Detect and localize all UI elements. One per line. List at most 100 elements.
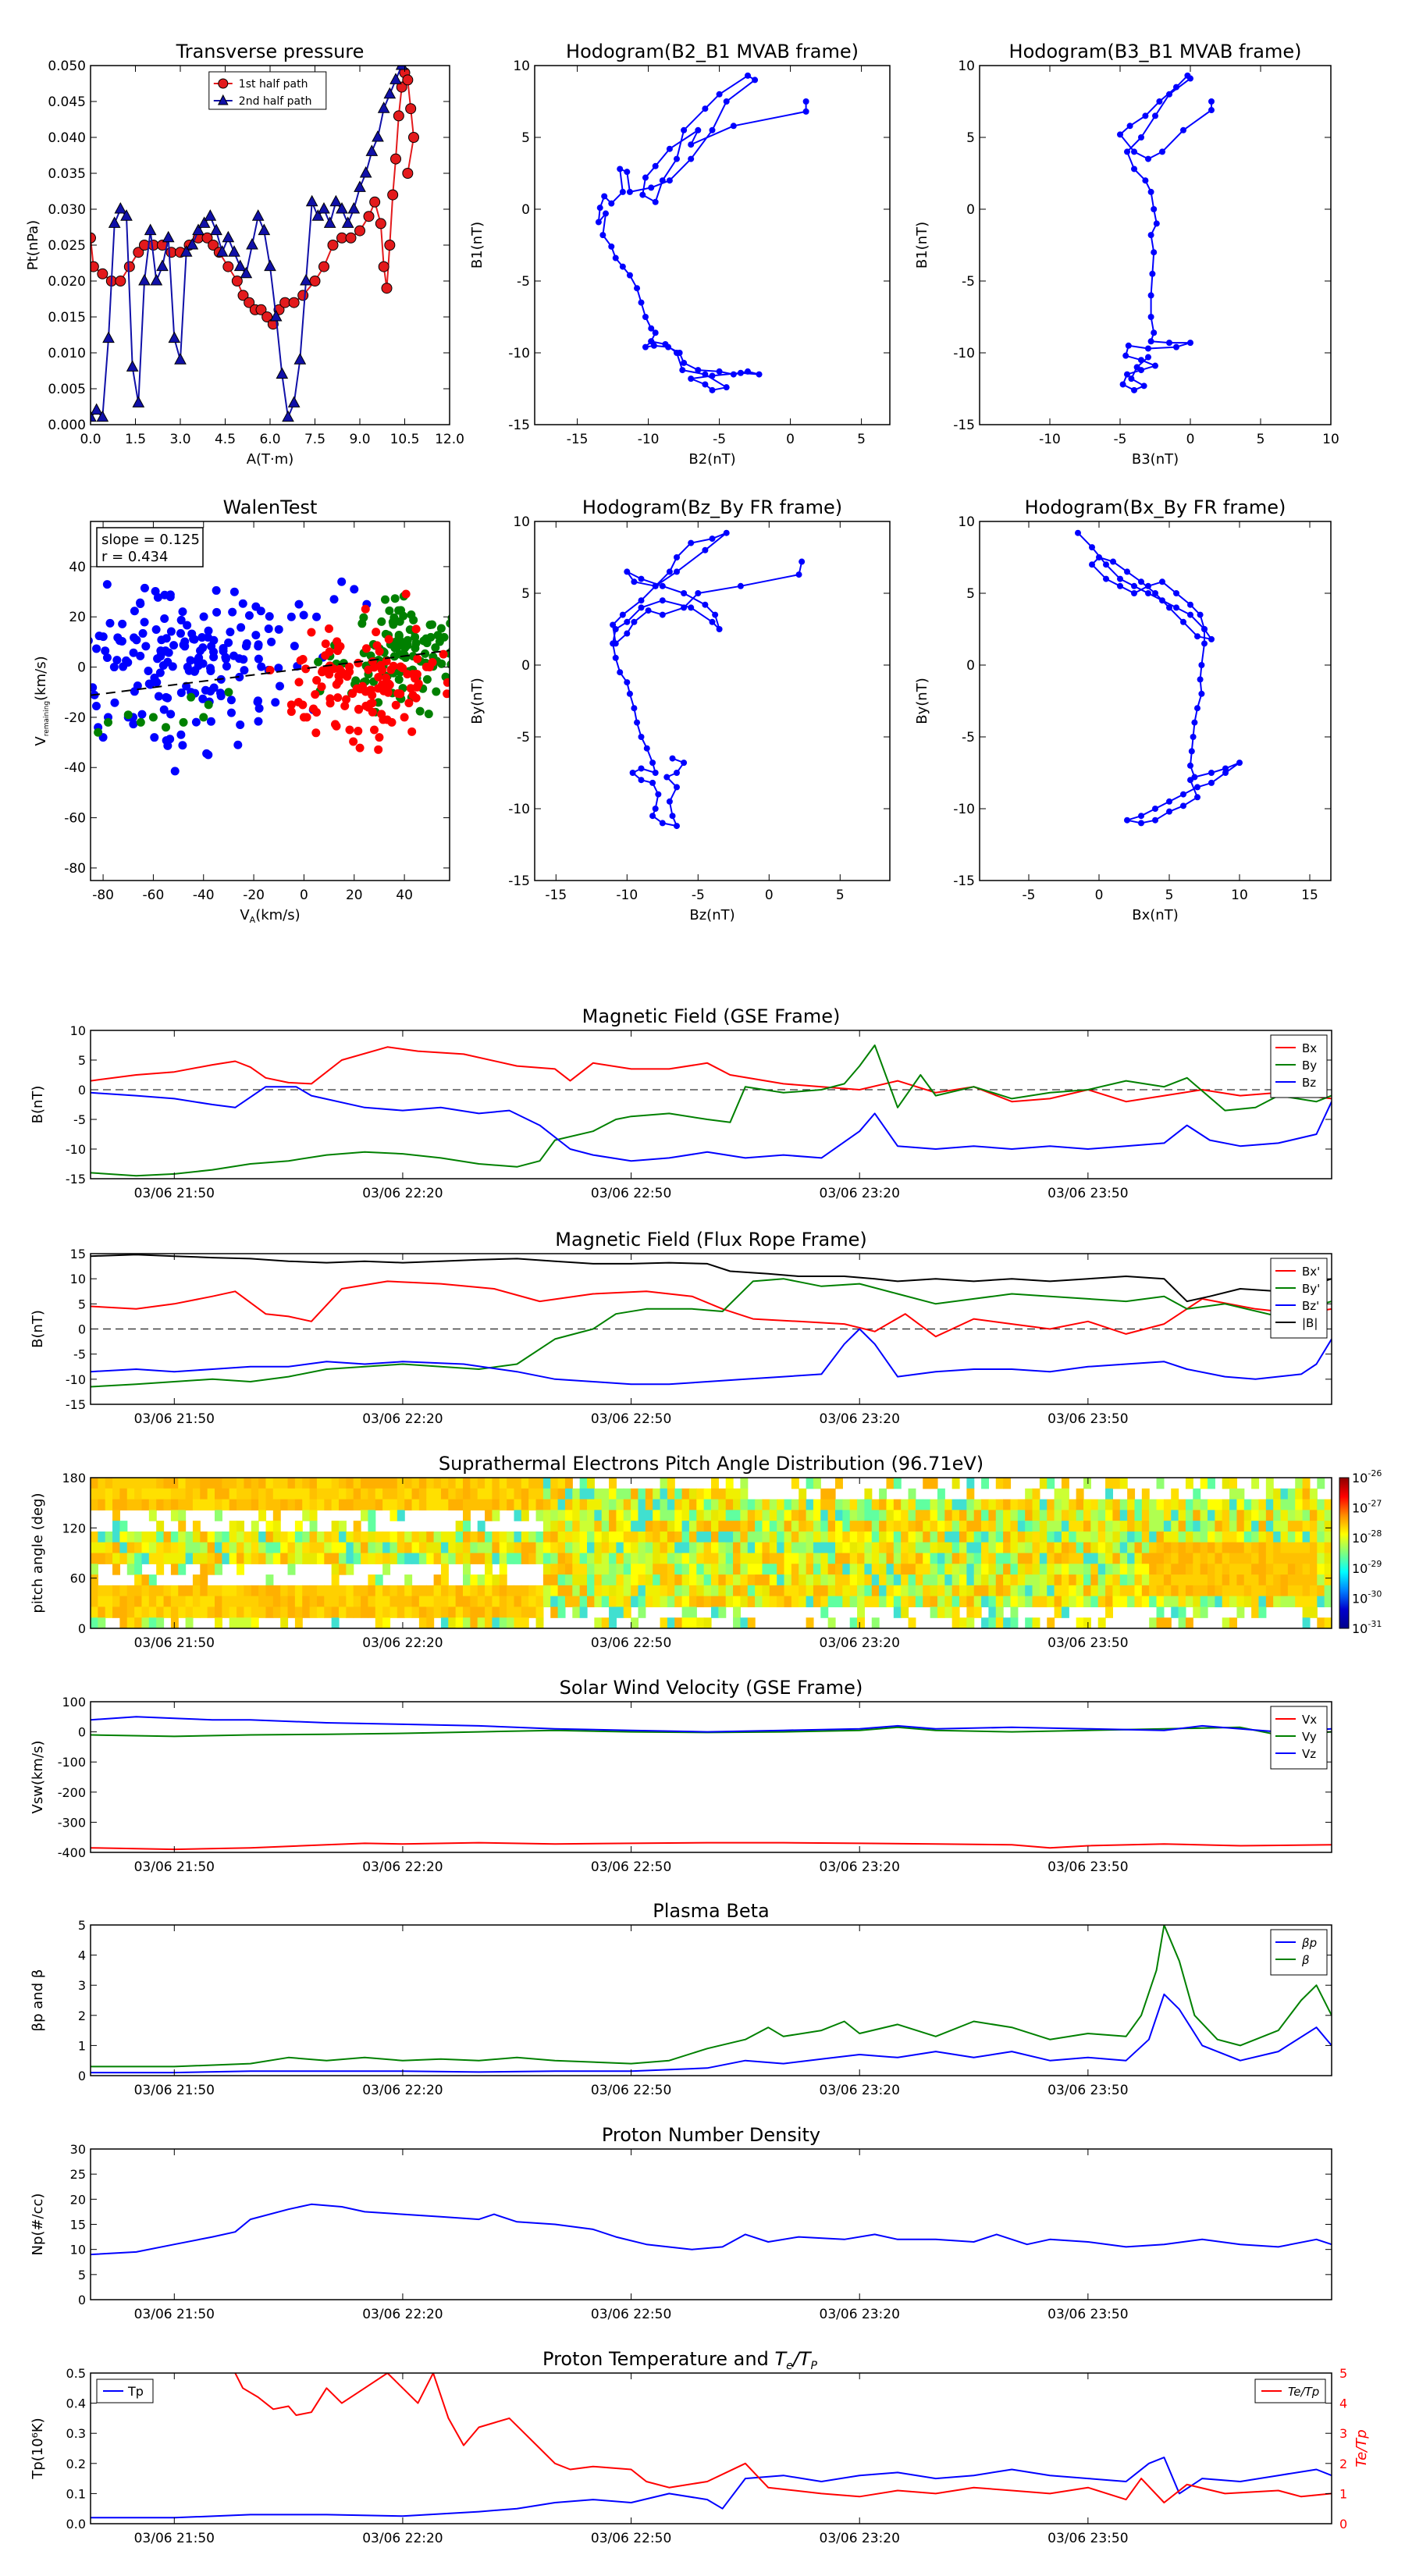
heatmap-cell <box>820 1488 829 1500</box>
heatmap-cell <box>1032 1542 1040 1554</box>
heatmap-cell <box>1010 1574 1019 1586</box>
data-point <box>723 529 730 536</box>
data-point <box>1103 575 1109 582</box>
heatmap-cell <box>799 1564 807 1575</box>
data-point <box>294 600 304 609</box>
heatmap-cell <box>1032 1596 1040 1608</box>
heatmap-cell <box>98 1617 106 1628</box>
heatmap-cell <box>550 1478 559 1489</box>
plot-area <box>1117 72 1215 393</box>
heatmap-cell <box>901 1585 909 1597</box>
heatmap-cell <box>762 1596 770 1608</box>
y-tick-label: 0.1 <box>66 2486 86 2501</box>
heatmap-cell <box>91 1574 98 1586</box>
heatmap-cell <box>1105 1510 1114 1521</box>
heatmap-cell <box>988 1510 997 1521</box>
heatmap-cell <box>98 1542 106 1554</box>
heatmap-cell <box>1134 1585 1143 1597</box>
data-point <box>443 689 450 699</box>
heatmap-cell <box>951 1510 960 1521</box>
heatmap-cell <box>1032 1574 1040 1586</box>
heatmap-cell <box>280 1585 289 1597</box>
heatmap-cell <box>966 1585 975 1597</box>
heatmap-cell <box>893 1596 902 1608</box>
heatmap-cell <box>1010 1606 1019 1618</box>
heatmap-cell <box>1149 1585 1158 1597</box>
heatmap-cell <box>791 1510 799 1521</box>
heatmap-cell <box>463 1617 471 1628</box>
heatmap-cell <box>740 1499 749 1510</box>
heatmap-cell <box>886 1585 895 1597</box>
heatmap-cell <box>616 1574 624 1586</box>
data-point <box>1173 604 1179 611</box>
x-tick-label: 0.0 <box>80 432 101 447</box>
heatmap-cell <box>294 1596 303 1608</box>
heatmap-cell <box>1273 1488 1282 1500</box>
x-tick-label: 0 <box>786 432 795 447</box>
heatmap-cell <box>361 1596 369 1608</box>
heatmap-cell <box>966 1521 975 1532</box>
heatmap-cell <box>667 1499 675 1510</box>
data-point <box>286 612 296 621</box>
x-tick-label: -5 <box>713 432 726 447</box>
heatmap-cell <box>988 1606 997 1618</box>
heatmap-cell <box>1236 1542 1245 1554</box>
data-point <box>1131 582 1137 589</box>
heatmap-cell <box>1236 1564 1245 1575</box>
data-point <box>681 760 688 767</box>
heatmap-cell <box>842 1564 851 1575</box>
heatmap-cell <box>703 1585 712 1597</box>
heatmap-cell <box>507 1553 515 1564</box>
x-axis-label: Bx(nT) <box>1132 907 1178 923</box>
heatmap-cell <box>222 1606 230 1618</box>
heatmap-cell <box>1076 1499 1084 1510</box>
data-point <box>1208 98 1215 105</box>
heatmap-cell <box>272 1585 281 1597</box>
data-point <box>709 126 716 133</box>
heatmap-cell <box>229 1521 237 1532</box>
heatmap-cell <box>470 1553 478 1564</box>
heatmap-cell <box>973 1596 982 1608</box>
data-point <box>1198 662 1205 668</box>
data-point <box>274 664 283 673</box>
heatmap-cell <box>178 1521 187 1532</box>
data-point <box>204 700 213 710</box>
heatmap-cell <box>528 1478 537 1489</box>
heatmap-cell <box>1090 1521 1099 1532</box>
heatmap-cell <box>1258 1521 1267 1532</box>
heatmap-cell <box>404 1585 413 1597</box>
heatmap-cell <box>1243 1596 1252 1608</box>
heatmap-cell <box>1243 1521 1252 1532</box>
heatmap-cell <box>937 1585 945 1597</box>
heatmap-cell <box>418 1542 427 1554</box>
heatmap-cell <box>879 1531 887 1543</box>
heatmap-cell <box>302 1596 311 1608</box>
series-line <box>91 2457 1332 2519</box>
heatmap-cell <box>1025 1585 1033 1597</box>
heatmap-cell <box>521 1531 529 1543</box>
data-point <box>395 66 408 70</box>
data-point <box>446 619 450 628</box>
heatmap-cell <box>1302 1574 1311 1586</box>
heatmap-cell <box>725 1478 734 1489</box>
heatmap-cell <box>1193 1499 1201 1510</box>
heatmap-cell <box>192 1596 201 1608</box>
heatmap-cell <box>740 1596 749 1608</box>
heatmap-cell <box>98 1596 106 1608</box>
heatmap-cell <box>1324 1542 1332 1554</box>
heatmap-cell <box>485 1596 493 1608</box>
heatmap-cell <box>272 1606 281 1618</box>
heatmap-cell <box>660 1564 668 1575</box>
heatmap-cell <box>645 1574 653 1586</box>
data-point <box>631 705 638 712</box>
data-point <box>369 196 381 208</box>
axes-frame <box>534 521 891 881</box>
heatmap-cell <box>222 1596 230 1608</box>
heatmap-cell <box>1083 1531 1091 1543</box>
data-point <box>91 261 99 272</box>
heatmap-cell <box>105 1542 113 1554</box>
heatmap-cell <box>959 1596 967 1608</box>
axes-frame <box>90 1030 1332 1179</box>
data-point <box>652 770 659 776</box>
